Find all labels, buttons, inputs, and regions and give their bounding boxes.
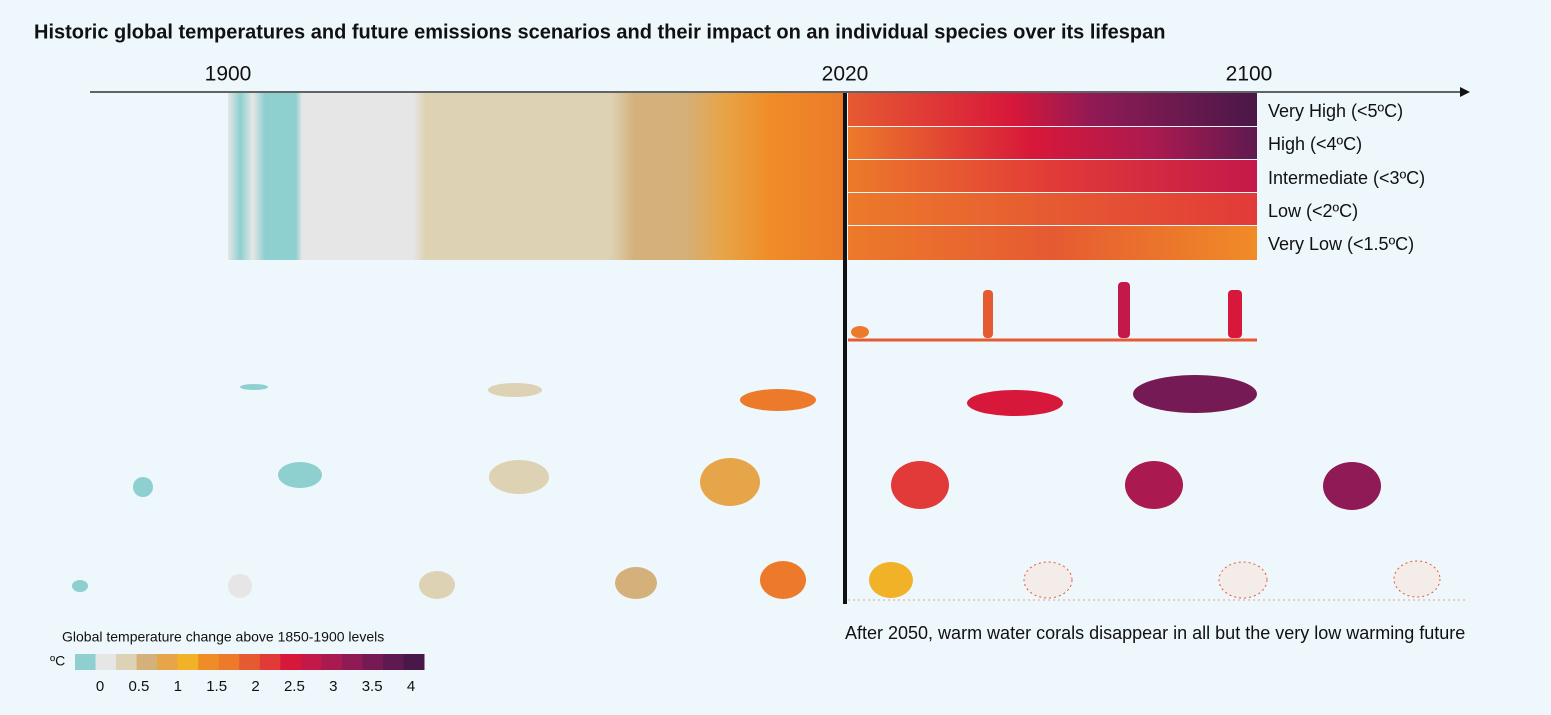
legend-swatch	[136, 654, 158, 670]
legend-tick-label: 1	[174, 678, 182, 695]
legend-tick-label: 0.5	[128, 678, 149, 695]
child-icon	[851, 326, 869, 338]
person-icon	[983, 290, 993, 338]
person-icon	[1228, 290, 1242, 338]
scenario-stripes	[848, 93, 1257, 126]
caption: After 2050, warm water corals disappear …	[845, 623, 1465, 643]
legend-swatch	[362, 654, 384, 670]
legend-swatch	[259, 654, 281, 670]
whale-icon	[967, 390, 1063, 416]
tree-icon	[278, 462, 322, 488]
axis-arrow	[1460, 87, 1470, 97]
legend-swatch	[321, 654, 343, 670]
coral-icon	[72, 580, 88, 592]
tree-icon	[489, 460, 549, 494]
tree-icon	[1125, 461, 1183, 509]
coral-icon	[760, 561, 806, 599]
tree-icon	[133, 477, 153, 497]
whale-icon	[1133, 375, 1257, 413]
tree-icon	[891, 461, 949, 509]
legend-swatch	[198, 654, 220, 670]
scenario-stripes	[848, 127, 1257, 159]
scenario-label: High (<4ºC)	[1268, 134, 1362, 154]
legend-swatch	[116, 654, 138, 670]
legend-swatch	[218, 654, 240, 670]
coral-icon	[869, 562, 913, 598]
coral-icon	[228, 574, 252, 598]
whale-icon	[240, 384, 268, 390]
legend-swatch	[177, 654, 199, 670]
whale-icon	[488, 383, 542, 397]
scenario-label: Low (<2ºC)	[1268, 201, 1358, 221]
legend-swatch	[382, 654, 404, 670]
title: Historic global temperatures and future …	[34, 21, 1165, 43]
whale-icon	[740, 389, 816, 411]
coral-icon	[419, 571, 455, 599]
legend-swatch	[280, 654, 302, 670]
tree-icon	[700, 458, 760, 506]
coral-icon	[1393, 560, 1441, 598]
scenario-label: Very Low (<1.5ºC)	[1268, 234, 1414, 254]
legend-swatch	[239, 654, 261, 670]
historic-stripes	[228, 93, 845, 260]
legend-title: Global temperature change above 1850-190…	[62, 629, 384, 645]
scenario-stripes	[848, 160, 1257, 192]
person-icon	[1118, 282, 1130, 338]
legend-swatch	[75, 654, 97, 670]
year-label: 2100	[1226, 63, 1273, 86]
scenario-label: Intermediate (<3ºC)	[1268, 168, 1425, 188]
legend-tick-label: 3.5	[362, 678, 383, 695]
coral-icon	[1023, 561, 1073, 599]
legend-tick-label: 3	[329, 678, 337, 695]
legend-tick-label: 2.5	[284, 678, 305, 695]
legend-swatch	[341, 654, 363, 670]
legend-swatch	[157, 654, 179, 670]
scenario-label: Very High (<5ºC)	[1268, 101, 1403, 121]
legend-swatch	[300, 654, 322, 670]
coral-icon	[1218, 561, 1268, 599]
year-label: 2020	[822, 63, 869, 86]
tree-icon	[1323, 462, 1381, 510]
legend-scale: 0 0.5 1 1.5 2 2.5 3 3.5 4	[75, 654, 425, 695]
legend-tick-label: 2	[251, 678, 259, 695]
legend-unit: ºC	[50, 653, 65, 669]
year-label: 1900	[205, 63, 252, 86]
legend-tick-label: 0	[96, 678, 104, 695]
legend-swatch	[403, 654, 425, 670]
legend-tick-label: 4	[407, 678, 415, 695]
coral-icon	[615, 567, 657, 599]
scenario-stripes	[848, 226, 1257, 260]
legend-tick-label: 1.5	[206, 678, 227, 695]
legend-swatch	[95, 654, 117, 670]
scenario-stripes	[848, 193, 1257, 225]
